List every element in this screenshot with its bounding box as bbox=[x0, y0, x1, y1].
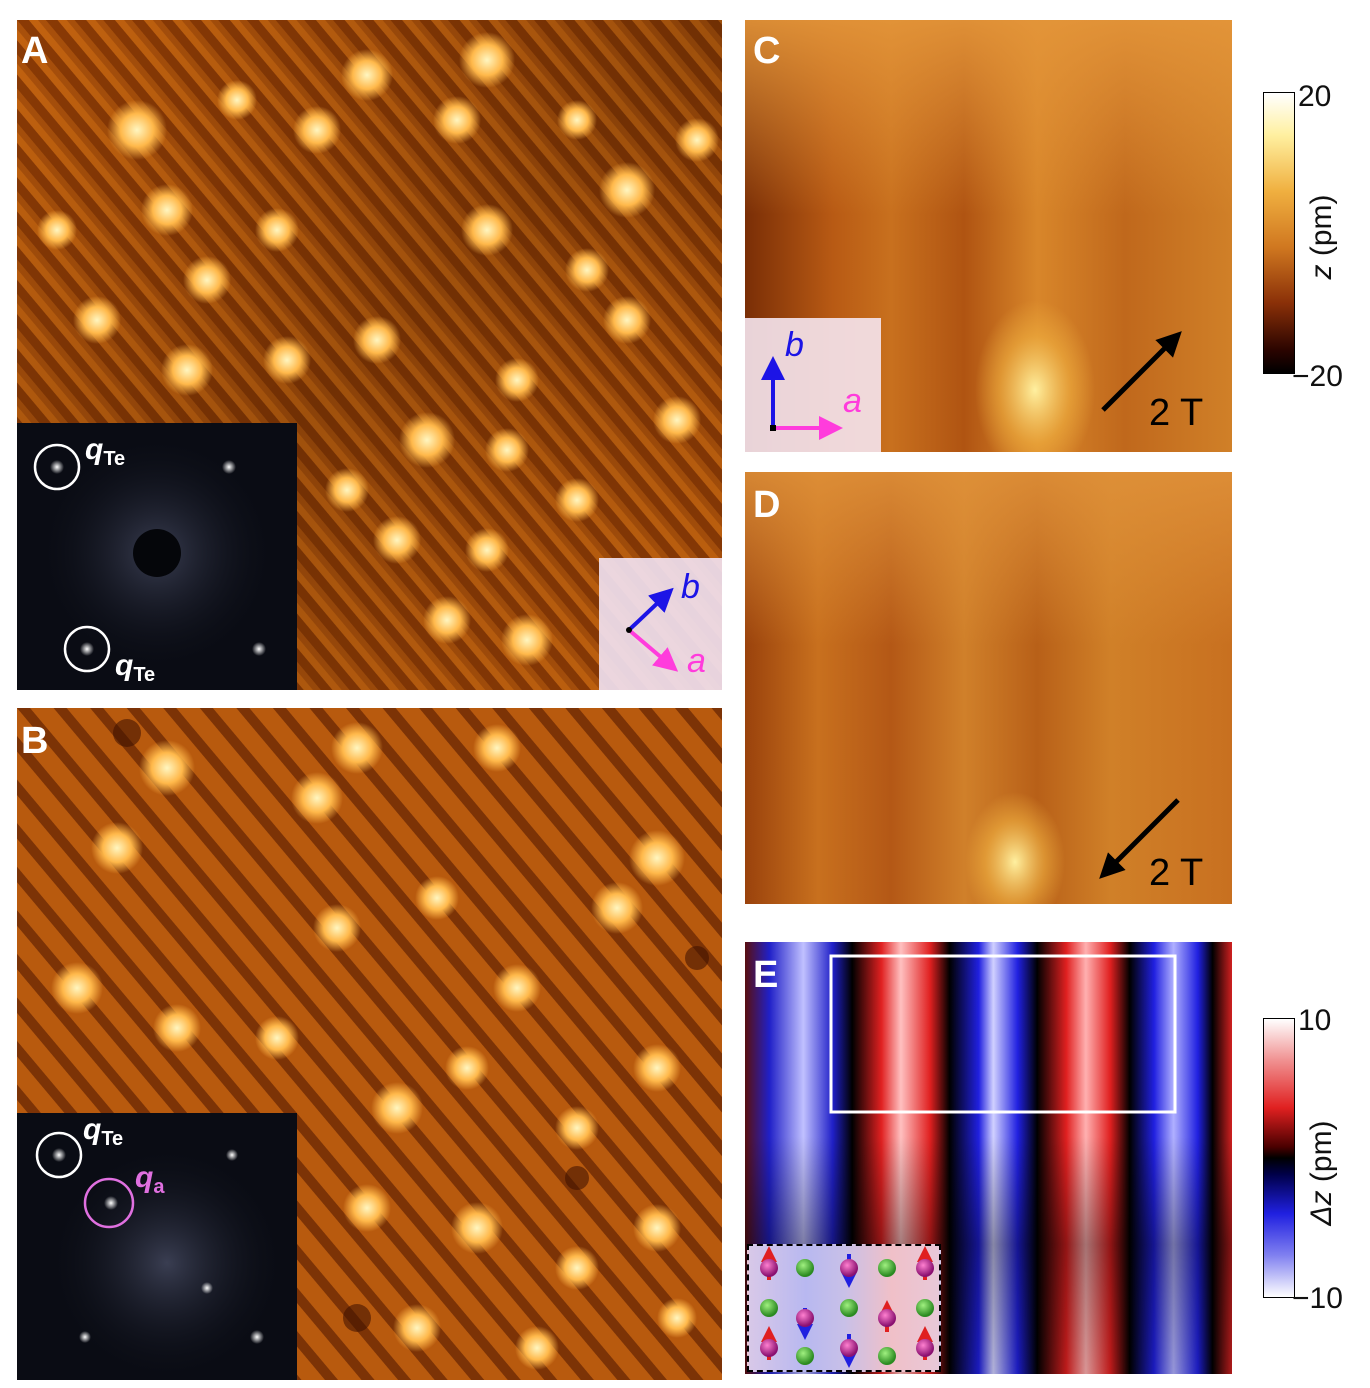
lattice-axes-inset-c: b a bbox=[745, 318, 881, 452]
field-arrow-up bbox=[1101, 331, 1182, 412]
qte-label: qTe bbox=[83, 1113, 124, 1150]
axis-a-label-a: a bbox=[687, 642, 706, 680]
colorbar-z-min: −20 bbox=[1292, 360, 1343, 393]
axis-b-label-c: b bbox=[785, 326, 804, 364]
field-arrow-down bbox=[1099, 798, 1180, 879]
panel-d-label: D bbox=[753, 484, 781, 526]
panel-c-label: C bbox=[753, 30, 781, 72]
colorbar-dz-title: Δz (pm) bbox=[1305, 1120, 1338, 1226]
lattice-axes-inset-a: b a bbox=[599, 558, 722, 690]
spin-structure-inset bbox=[747, 1244, 941, 1372]
qte-label-top: qTe bbox=[85, 433, 126, 470]
panel-b-topograph: qTe qa B bbox=[17, 708, 722, 1380]
colorbar-dz-min: −10 bbox=[1292, 1282, 1343, 1315]
axis-a-label-c: a bbox=[843, 382, 862, 420]
qte-circle bbox=[35, 1131, 83, 1179]
panel-e-difference-map: E bbox=[745, 942, 1232, 1374]
panel-d-image bbox=[745, 472, 1232, 904]
panel-d-topograph: 2 T D bbox=[745, 472, 1232, 904]
panel-a-fft-inset: qTe qTe bbox=[17, 423, 297, 690]
panel-a-image bbox=[17, 20, 722, 690]
panel-b-fft-inset: qTe qa bbox=[17, 1113, 297, 1380]
qa-label: qa bbox=[135, 1161, 165, 1198]
panel-c-topograph: b a 2 T C bbox=[745, 20, 1232, 452]
colorbar-z-max: 20 bbox=[1298, 80, 1332, 113]
highlight-box bbox=[829, 954, 1177, 1114]
qte-circle-bottom bbox=[63, 625, 111, 673]
field-label-c: 2 T bbox=[1149, 392, 1204, 434]
colorbar-dz-max: 10 bbox=[1298, 1004, 1332, 1037]
panel-b-label: B bbox=[21, 720, 49, 762]
panel-a-label: A bbox=[21, 30, 49, 72]
qte-label-bottom: qTe bbox=[115, 649, 156, 686]
qa-circle bbox=[83, 1177, 135, 1229]
field-label-d: 2 T bbox=[1149, 852, 1204, 894]
panel-e-image bbox=[745, 942, 1232, 1374]
panel-e-label: E bbox=[753, 954, 779, 996]
colorbar-z-title: z (pm) bbox=[1305, 194, 1338, 280]
panel-a-topograph: qTe qTe b a A bbox=[17, 20, 722, 690]
colorbar-z bbox=[1263, 92, 1295, 374]
axis-b-label-a: b bbox=[681, 568, 700, 606]
qte-circle-top bbox=[33, 443, 81, 491]
colorbar-dz bbox=[1263, 1018, 1295, 1298]
